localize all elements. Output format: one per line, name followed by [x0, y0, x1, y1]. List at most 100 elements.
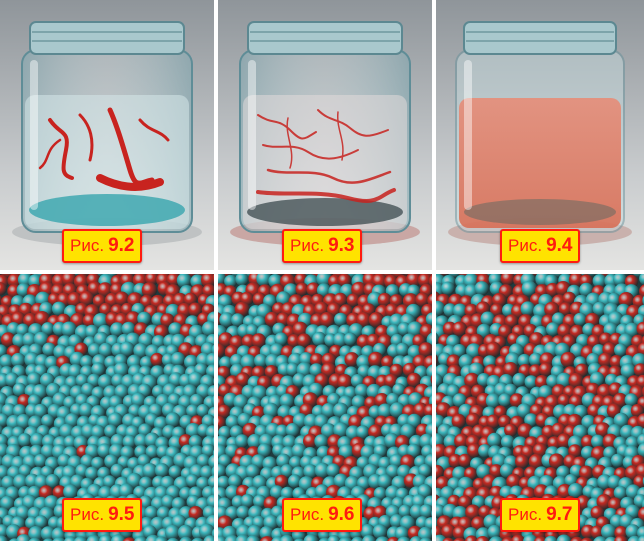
red-particle [458, 453, 472, 468]
red-particle [0, 332, 16, 348]
dye-streaks [256, 109, 396, 203]
cyan-particle [409, 536, 423, 541]
cyan-particle [360, 524, 376, 539]
red-particle [82, 313, 97, 328]
red-particle [465, 504, 481, 520]
figure-label: Рис. 9.5 [62, 498, 143, 532]
red-particle [412, 354, 428, 370]
cyan-particle [521, 280, 537, 297]
cyan-particle [170, 352, 186, 367]
cyan-particle [397, 322, 412, 336]
cyan-particle [517, 353, 532, 368]
red-particle [234, 301, 250, 317]
particle-model-9-6: Рис. 9.6 [218, 274, 432, 541]
cyan-particle [212, 507, 214, 516]
red-particle [515, 454, 530, 469]
cyan-particle [291, 443, 307, 459]
cyan-particle [524, 375, 538, 389]
cyan-particle [400, 423, 416, 439]
cyan-particle [275, 424, 289, 438]
cyan-particle [40, 443, 56, 459]
cyan-particle [431, 510, 432, 518]
red-particle [517, 423, 534, 439]
particle-illustration [218, 274, 432, 541]
cyan-particle [218, 454, 232, 468]
cyan-particle [614, 343, 628, 357]
red-particle [417, 274, 432, 288]
red-particle [346, 293, 361, 307]
cyan-particle [593, 536, 608, 541]
red-particle [351, 281, 367, 298]
cyan-particle [164, 524, 181, 541]
cyan-particle [80, 382, 95, 397]
cyan-particle [452, 344, 467, 358]
red-particle [633, 363, 644, 377]
red-particle [618, 292, 635, 308]
cyan-particle [338, 537, 353, 541]
cyan-particle [426, 364, 432, 380]
figure-label: Рис. 9.7 [500, 498, 581, 532]
cyan-particle [418, 463, 432, 478]
cyan-particle [544, 535, 558, 541]
cyan-particle [145, 444, 159, 459]
figure-label-number: 9.6 [328, 504, 355, 525]
cyan-particle [639, 274, 644, 285]
cyan-particle [168, 465, 182, 479]
cyan-particle [498, 393, 512, 407]
red-particle [467, 443, 482, 458]
cyan-particle [63, 536, 78, 541]
figure-label: Рис. 9.6 [282, 498, 363, 532]
red-particle [556, 433, 572, 449]
cyan-particle [41, 322, 55, 336]
red-particle [368, 312, 385, 328]
red-particle [264, 311, 280, 327]
cyan-particle [351, 395, 366, 409]
cyan-particle [122, 434, 137, 449]
red-particle [632, 294, 644, 309]
red-particle [448, 454, 463, 468]
red-particle [441, 524, 456, 539]
cyan-particle [452, 393, 467, 408]
red-particle [166, 274, 181, 287]
red-particle [387, 536, 400, 541]
cyan-particle [480, 311, 495, 326]
figure-label-prefix: Рис. [290, 505, 325, 524]
red-particle [538, 362, 553, 377]
cyan-particle [418, 526, 432, 541]
red-particle [560, 351, 576, 368]
cyan-particle [186, 404, 200, 418]
cyan-particle [208, 454, 214, 470]
red-particle [79, 291, 95, 306]
cyan-particle [316, 274, 332, 287]
figure-label-number: 9.4 [546, 235, 573, 256]
cyan-particle [333, 473, 349, 489]
cyan-particle [102, 475, 117, 489]
cyan-particle [282, 434, 297, 450]
cyan-particle [196, 404, 210, 418]
red-particle [636, 413, 644, 429]
red-particle [319, 312, 335, 328]
cyan-particle [114, 384, 130, 399]
red-particle [570, 536, 584, 541]
red-particle [562, 291, 576, 306]
cyan-particle [392, 383, 406, 397]
cyan-particle [406, 443, 421, 458]
cyan-particle [187, 371, 204, 388]
red-particle [504, 423, 518, 437]
cyan-particle [188, 434, 203, 449]
cyan-particle [321, 423, 337, 439]
cyan-particle [87, 343, 102, 358]
cyan-particle [279, 393, 295, 409]
cyan-particle [45, 474, 60, 488]
cyan-particle [556, 534, 572, 541]
cyan-particle [26, 372, 42, 387]
red-particle [581, 434, 595, 449]
figure-label-number: 9.2 [108, 235, 135, 256]
cyan-particle [104, 424, 118, 438]
red-particle [614, 535, 628, 541]
red-particle [454, 433, 470, 449]
cyan-particle [489, 536, 504, 541]
cyan-particle [185, 474, 199, 488]
cyan-particle [98, 534, 113, 541]
cyan-particle [443, 434, 459, 449]
